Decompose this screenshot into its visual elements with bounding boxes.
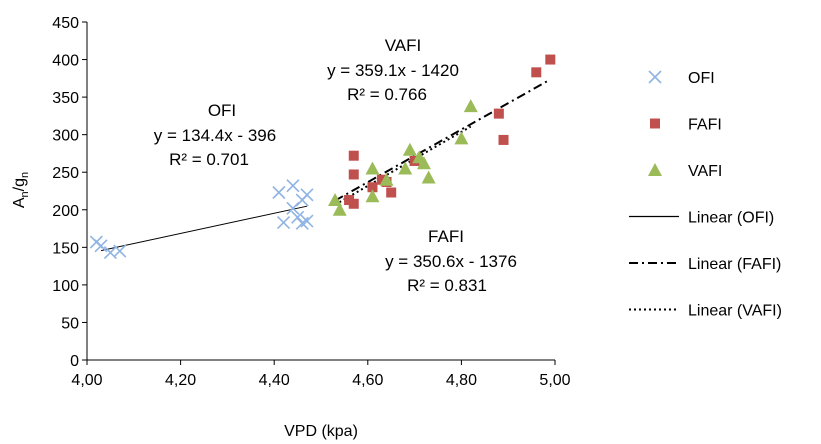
point-ofi <box>300 188 314 202</box>
x-ticks: 4,00 4,20 4,40 4,60 4,80 5,00 <box>71 360 571 389</box>
annotation-ofi-r2: R² = 0.701 <box>169 150 249 169</box>
point-ofi <box>300 214 314 228</box>
legend-label: FAFI <box>688 117 722 134</box>
point-vafi <box>416 156 431 170</box>
x-axis-title: VPD (kpa) <box>284 423 358 440</box>
point-fafi <box>386 187 397 198</box>
y-ticks: 0 50 100 150 200 250 300 350 400 450 <box>52 15 87 370</box>
y-tick-label: 250 <box>52 165 79 182</box>
point-vafi <box>365 189 380 203</box>
y-tick-label: 350 <box>52 90 79 107</box>
point-fafi <box>348 198 359 209</box>
y-axis-title-sub1: n <box>19 191 31 197</box>
trendline-ofi <box>100 205 308 252</box>
y-tick-label: 450 <box>52 15 79 32</box>
point-fafi <box>348 150 359 161</box>
point-fafi <box>498 134 509 145</box>
x-tick-label: 4,20 <box>165 372 196 389</box>
point-ofi <box>94 239 108 253</box>
y-tick-label: 400 <box>52 53 79 70</box>
y-tick-label: 0 <box>70 353 79 370</box>
axes <box>86 22 555 361</box>
y-axis-title-main: A <box>11 197 28 208</box>
point-fafi <box>348 169 359 180</box>
annotation-fafi-name: FAFI <box>428 227 464 246</box>
point-vafi <box>379 172 394 186</box>
point-vafi <box>454 131 469 145</box>
point-vafi <box>402 142 417 156</box>
point-ofi <box>276 215 291 230</box>
legend-marker-vafi <box>648 163 662 176</box>
legend-marker-fafi <box>650 118 660 129</box>
legend-label: Linear (FAFI) <box>688 256 781 273</box>
point-vafi <box>398 161 413 175</box>
legend-label: OFI <box>688 70 715 87</box>
point-ofi <box>295 216 309 230</box>
point-vafi <box>421 170 436 184</box>
x-tick-label: 4,00 <box>71 372 102 389</box>
point-fafi <box>545 54 556 65</box>
point-ofi <box>286 179 300 193</box>
annotation-ofi-name: OFI <box>208 101 236 120</box>
point-vafi <box>365 161 380 175</box>
annotation-vafi-equation: y = 359.1x - 1420 <box>327 61 459 80</box>
x-tick-label: 4,60 <box>352 372 383 389</box>
point-ofi <box>291 210 305 224</box>
annotation-fafi-equation: y = 350.6x - 1376 <box>385 252 517 271</box>
trendline-vafi <box>334 125 472 206</box>
y-axis-title: An/gn <box>11 172 31 208</box>
point-ofi <box>272 185 286 200</box>
y-tick-label: 50 <box>61 315 79 332</box>
point-fafi <box>367 182 378 193</box>
point-vafi <box>332 202 347 216</box>
legend-label: VAFI <box>688 163 722 180</box>
annotation-vafi-name: VAFI <box>385 36 422 55</box>
annotation-vafi-r2: R² = 0.766 <box>347 85 427 104</box>
y-tick-label: 150 <box>52 240 79 257</box>
point-vafi <box>463 99 478 113</box>
trendlines <box>100 78 551 252</box>
x-tick-label: 4,80 <box>446 372 477 389</box>
point-fafi <box>493 108 504 119</box>
x-tick-label: 4,40 <box>259 372 290 389</box>
point-fafi <box>531 67 542 78</box>
annotation-fafi-r2: R² = 0.831 <box>407 276 487 295</box>
x-tick-label: 5,00 <box>539 372 570 389</box>
y-tick-label: 100 <box>52 278 79 295</box>
data-points <box>89 54 556 260</box>
legend-label: Linear (OFI) <box>688 210 774 227</box>
y-tick-label: 300 <box>52 128 79 145</box>
legend: OFI FAFI VAFI Linear (OFI) Linear (FAFI) Line… <box>629 70 782 320</box>
y-axis-title-sub2: n <box>19 172 31 178</box>
legend-marker-ofi <box>648 70 662 84</box>
point-vafi <box>328 193 343 207</box>
annotation-ofi-equation: y = 134.4x - 396 <box>154 126 276 145</box>
trendline-fafi <box>334 78 551 202</box>
y-axis-title-slash: /g <box>11 178 28 191</box>
legend-label: Linear (VAFI) <box>688 303 782 320</box>
point-ofi <box>113 244 127 258</box>
annotations: VAFI y = 359.1x - 1420 R² = 0.766 OFI y … <box>154 36 517 295</box>
y-tick-label: 200 <box>52 203 79 220</box>
